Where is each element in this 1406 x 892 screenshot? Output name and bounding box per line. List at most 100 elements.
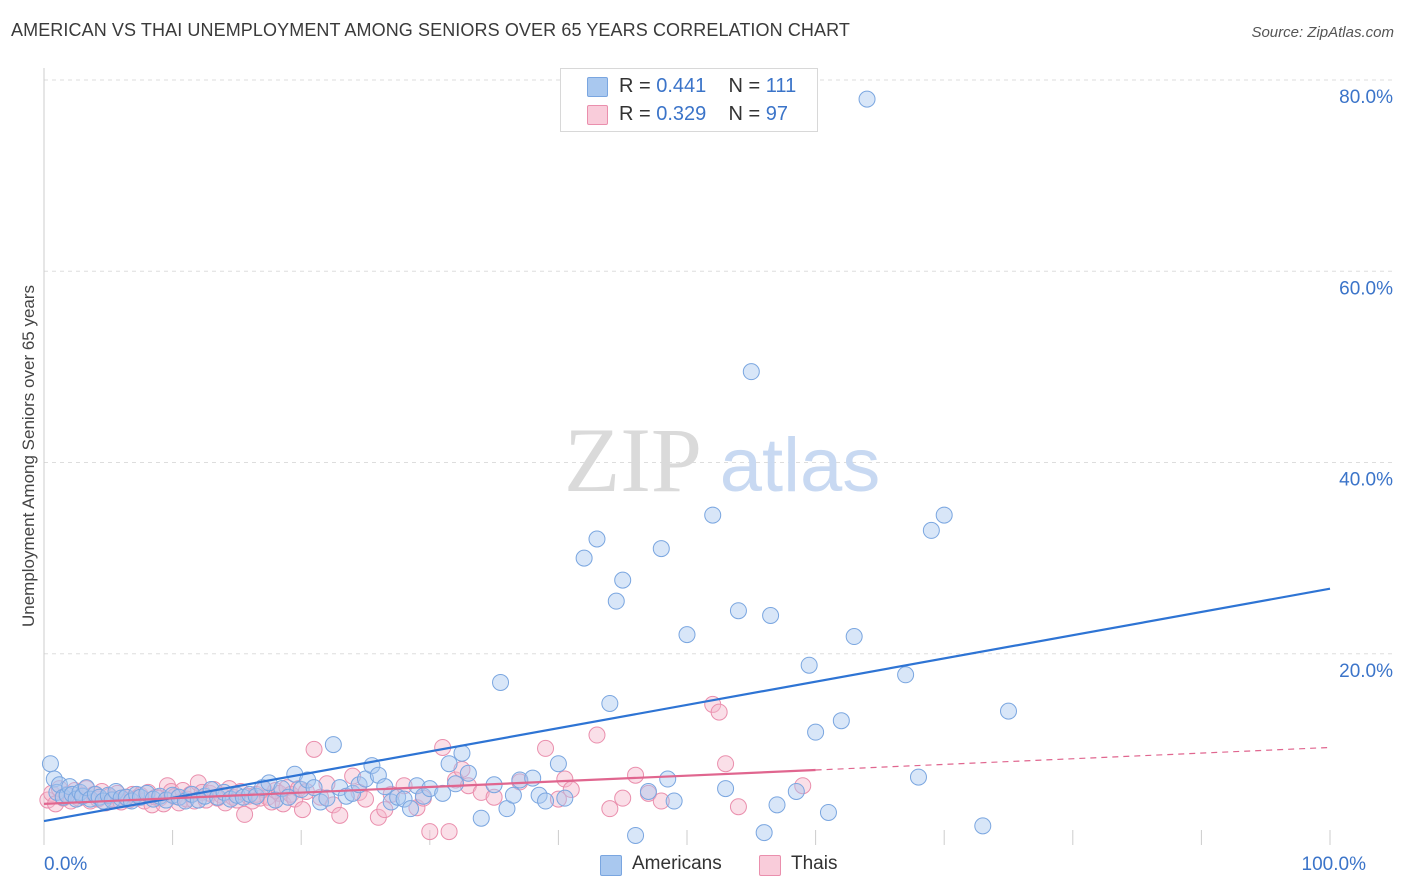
- thai-point: [537, 739, 555, 757]
- american-point: [832, 712, 850, 730]
- american-point: [447, 775, 465, 793]
- american-point: [492, 673, 510, 691]
- thais-legend-label: Thais: [791, 853, 838, 874]
- legend-row-thais: R = 0.329 N = 97: [561, 100, 817, 128]
- thai-points: [39, 695, 812, 841]
- american-point: [639, 782, 657, 800]
- american-point: [77, 779, 95, 797]
- american-point: [768, 796, 786, 814]
- american-point: [800, 656, 818, 674]
- thai-point: [794, 777, 812, 795]
- american-point: [922, 521, 940, 539]
- american-point: [762, 607, 780, 624]
- american-point: [755, 824, 773, 842]
- thai-point: [324, 796, 342, 814]
- american-point: [807, 723, 825, 741]
- american-point: [607, 592, 625, 610]
- american-point: [614, 571, 632, 589]
- american-point: [556, 789, 574, 807]
- tick-labels: 20.0% 40.0% 60.0% 80.0% 0.0% 100.0%: [44, 87, 1393, 875]
- thai-point: [549, 790, 567, 808]
- n-value-thais: 97: [765, 103, 789, 125]
- american-point: [537, 792, 555, 810]
- american-point: [41, 755, 59, 773]
- thai-point: [717, 755, 735, 773]
- americans-trend-line: [43, 587, 1331, 823]
- thai-point: [421, 823, 439, 841]
- american-point: [324, 736, 342, 754]
- trend-lines: [43, 587, 1331, 823]
- american-point: [138, 784, 156, 802]
- american-point: [704, 506, 722, 524]
- americans-swatch: [587, 77, 608, 97]
- x-tick-label: 100.0%: [1302, 854, 1367, 875]
- american-point: [247, 787, 265, 805]
- american-point: [627, 826, 645, 844]
- thai-point: [588, 726, 606, 744]
- r-label: R =: [619, 103, 651, 125]
- american-point: [459, 764, 477, 782]
- bottom-legend-americans: Americans: [600, 851, 740, 877]
- thai-point: [556, 770, 574, 788]
- american-point: [395, 790, 413, 808]
- american-point: [729, 602, 747, 620]
- watermark-zip: ZIP: [564, 409, 702, 511]
- thai-point: [485, 788, 503, 806]
- y-tick-label: 80.0%: [1339, 87, 1393, 108]
- thais-swatch: [587, 105, 608, 125]
- thai-point: [614, 789, 632, 807]
- y-axis-label: Unemployment Among Seniors over 65 years: [19, 285, 38, 627]
- american-point: [935, 506, 953, 524]
- americans-legend-label: Americans: [632, 853, 722, 874]
- american-point: [318, 789, 336, 807]
- thai-point: [344, 767, 362, 785]
- americans-legend-swatch: [600, 855, 622, 876]
- chart-title: AMERICAN VS THAI UNEMPLOYMENT AMONG SENI…: [11, 20, 851, 40]
- thai-point: [710, 703, 728, 721]
- y-tick-label: 40.0%: [1339, 470, 1393, 491]
- r-value-americans: 0.441: [656, 75, 707, 97]
- american-point: [472, 809, 490, 827]
- n-value-americans: 111: [765, 75, 797, 97]
- axes: [43, 68, 1331, 845]
- thai-point: [652, 792, 670, 810]
- thais-trend-line: [43, 768, 816, 805]
- american-point: [402, 800, 420, 818]
- american-point: [350, 776, 368, 794]
- american-point: [717, 780, 735, 798]
- thai-point: [601, 800, 619, 818]
- american-point: [530, 786, 548, 804]
- source-credit: Source: ZipAtlas.com: [1251, 24, 1394, 41]
- thai-point: [729, 798, 747, 816]
- thai-point: [331, 806, 349, 824]
- r-value-thais: 0.329: [656, 103, 707, 125]
- thai-point: [627, 766, 645, 784]
- american-point: [1000, 702, 1017, 720]
- thais-trend-extension: [815, 746, 1331, 771]
- american-point: [659, 770, 677, 788]
- american-points: [41, 90, 1017, 844]
- y-tick-label: 20.0%: [1339, 661, 1393, 682]
- american-point: [858, 90, 876, 108]
- n-label: N =: [728, 103, 761, 125]
- legend-americans-text: R = 0.441 N = 111: [619, 72, 796, 100]
- american-point: [974, 817, 992, 835]
- r-label: R =: [619, 75, 651, 97]
- american-point: [897, 666, 915, 684]
- bottom-legend-thais: Thais: [759, 851, 859, 877]
- legend-row-americans: R = 0.441 N = 111: [561, 72, 817, 100]
- thai-point: [236, 805, 254, 823]
- american-point: [909, 768, 927, 786]
- american-point: [408, 777, 426, 795]
- american-point: [787, 782, 805, 800]
- american-point: [665, 792, 683, 810]
- american-point: [742, 363, 760, 381]
- x-tick-label: 0.0%: [44, 854, 87, 875]
- american-point: [376, 778, 394, 796]
- american-point: [601, 694, 619, 712]
- american-point: [652, 540, 670, 558]
- american-point: [440, 755, 458, 773]
- legend-thais-text: R = 0.329 N = 97: [619, 100, 788, 128]
- n-label: N =: [728, 75, 761, 97]
